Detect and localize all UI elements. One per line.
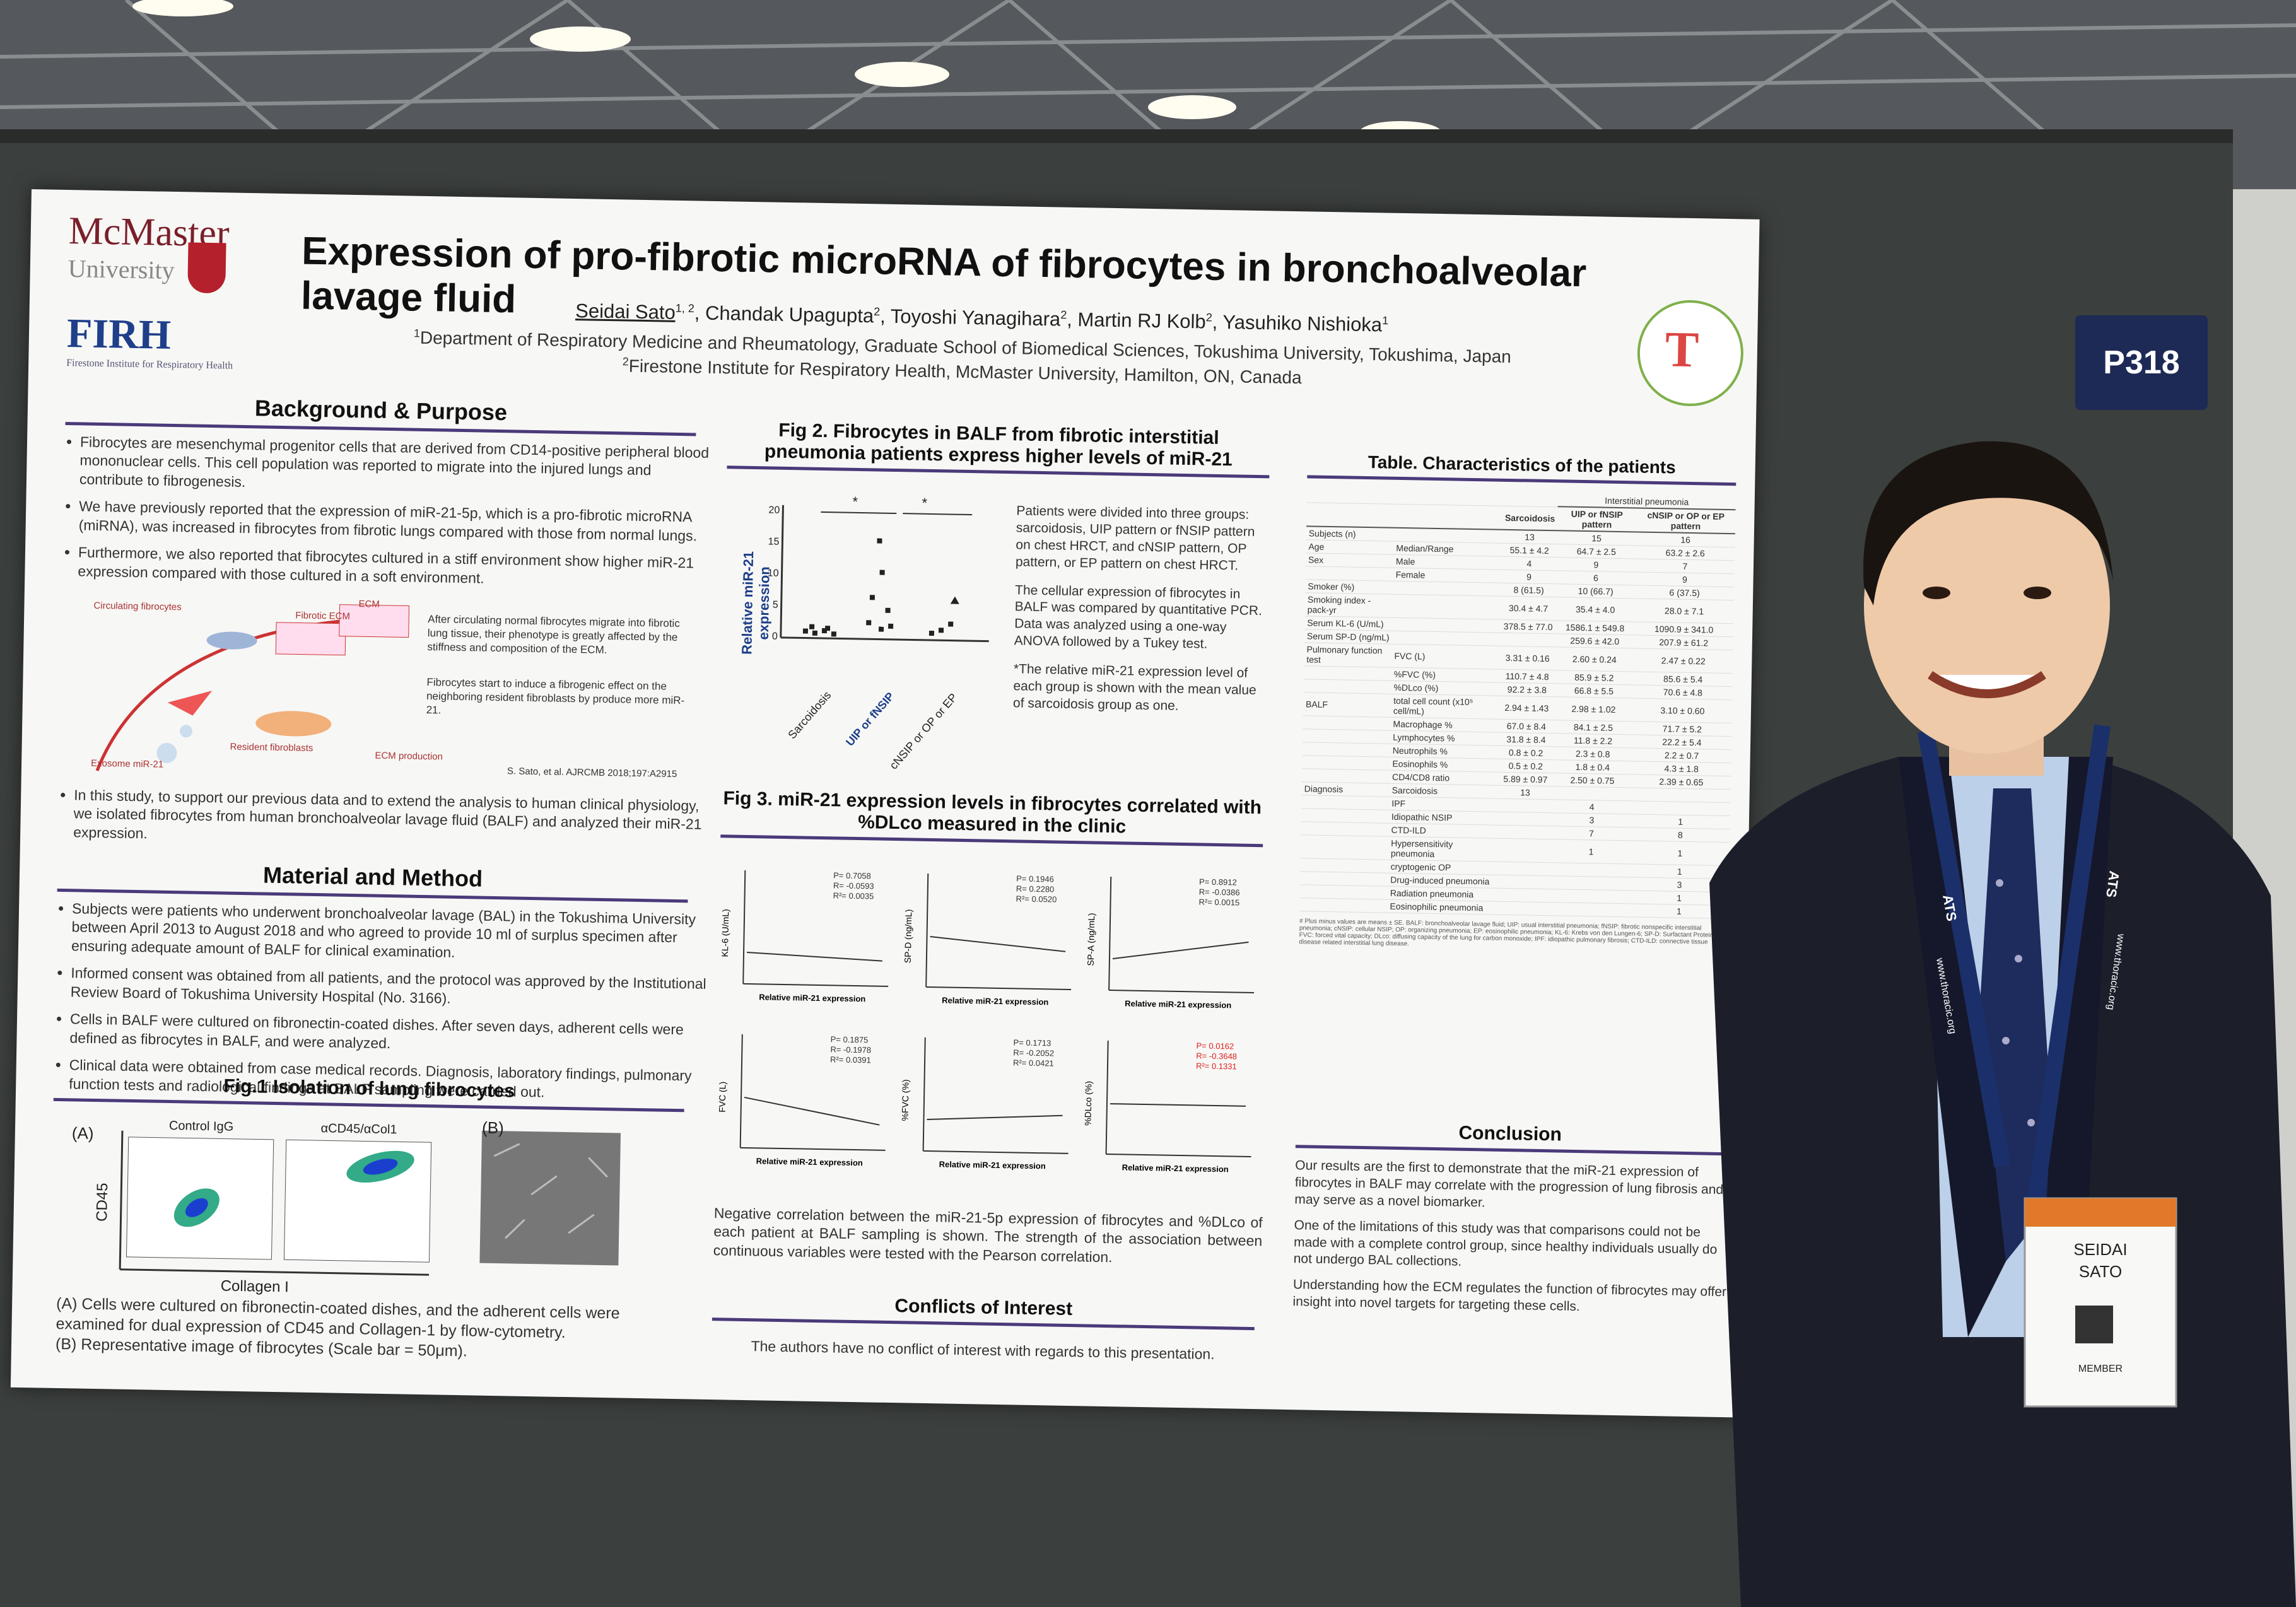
figure-1 [119,1130,621,1276]
axis [1106,1153,1251,1157]
stat-label: R= -0.0386 [1199,887,1240,897]
stat-label: R²= 0.0035 [833,891,874,901]
axis-label: SP-A (ng/mL) [1086,913,1096,966]
axis-label: %FVC (%) [899,1079,910,1121]
axis [922,1037,926,1151]
axis [743,983,889,987]
stat-label: R= -0.2052 [1013,1048,1054,1058]
regression-line [927,1114,1063,1120]
axis-label: Relative miR-21 expression [756,1156,863,1167]
axis-label: Relative miR-21 expression [939,1159,1046,1171]
scatter-plot: KL-6 (U/mL) Relative miR-21 expression P= … [720,870,889,1003]
board-label: P318 [2103,344,2180,381]
stat-label: R²= 0.0520 [1016,894,1057,904]
axis-label: Relative miR-21 expression [759,992,865,1003]
axis-label: Relative miR-21 expression [942,995,1048,1007]
badge-first-name: SEIDAI [2073,1240,2127,1259]
scatter-plot: FVC (L) Relative miR-21 expression P= 0.18… [717,1034,886,1167]
axis [742,870,746,984]
stat-label: R= -0.1978 [830,1044,871,1055]
regression-line [746,951,882,962]
stat-label: R²= 0.0391 [830,1055,871,1065]
axis [739,1034,743,1148]
stat-label: P= 0.1875 [831,1034,869,1044]
scatter-plot: SP-A (ng/mL) Relative miR-21 expression P=… [1086,877,1255,1010]
figure-2 [780,505,989,643]
axis [740,1147,886,1151]
regression-line [1112,941,1249,960]
regression-line [930,936,1066,952]
scatter-plot: SP-D (ng/mL) Relative miR-21 expression P=… [903,873,1072,1007]
stat-label: R= -0.0593 [833,880,874,891]
regression-line [1110,1103,1246,1107]
axis [1105,1040,1109,1154]
stat-label: P= 0.1713 [1013,1037,1051,1048]
axis-label: Relative miR-21 expression [1122,1162,1229,1174]
badge-member: MEMBER [2078,1364,2123,1374]
regression-line [744,1096,880,1126]
stat-label: P= 0.0162 [1196,1041,1234,1051]
poster: McMaster University FIRH Firestone Insti… [10,189,1760,1418]
board-label-box: P318 [2075,315,2208,410]
stat-label: P= 0.7058 [833,870,871,880]
axis [1108,877,1112,991]
axis-label: KL-6 (U/mL) [720,909,730,957]
axis [1109,990,1255,994]
scatter-plot: %DLco (%) Relative miR-21 expression P= 0.… [1082,1040,1251,1174]
badge-last-name: SATO [2079,1262,2122,1281]
axis-label: SP-D (ng/mL) [903,909,913,964]
lanyard-brand: ATS [2103,870,2123,898]
diagram [95,604,410,771]
stat-label: R²= 0.1331 [1196,1061,1237,1071]
stat-label: R= 0.2280 [1016,884,1055,894]
axis-label: FVC (L) [717,1082,728,1113]
stat-label: P= 0.1946 [1016,874,1054,884]
figure-3: KL-6 (U/mL) Relative miR-21 expression P= … [714,863,1275,1201]
axis [925,873,929,987]
axis-label: Relative miR-21 expression [1125,998,1231,1010]
stat-label: R= -0.3648 [1196,1051,1237,1061]
axis-label: %DLco (%) [1082,1081,1093,1126]
axis [926,986,1072,990]
axis [923,1150,1069,1154]
scatter-plot: %FVC (%) Relative miR-21 expression P= 0.1… [899,1037,1069,1171]
stat-label: R²= 0.0421 [1013,1058,1054,1068]
stat-label: R²= 0.0015 [1198,897,1239,907]
stat-label: P= 0.8912 [1199,877,1237,887]
